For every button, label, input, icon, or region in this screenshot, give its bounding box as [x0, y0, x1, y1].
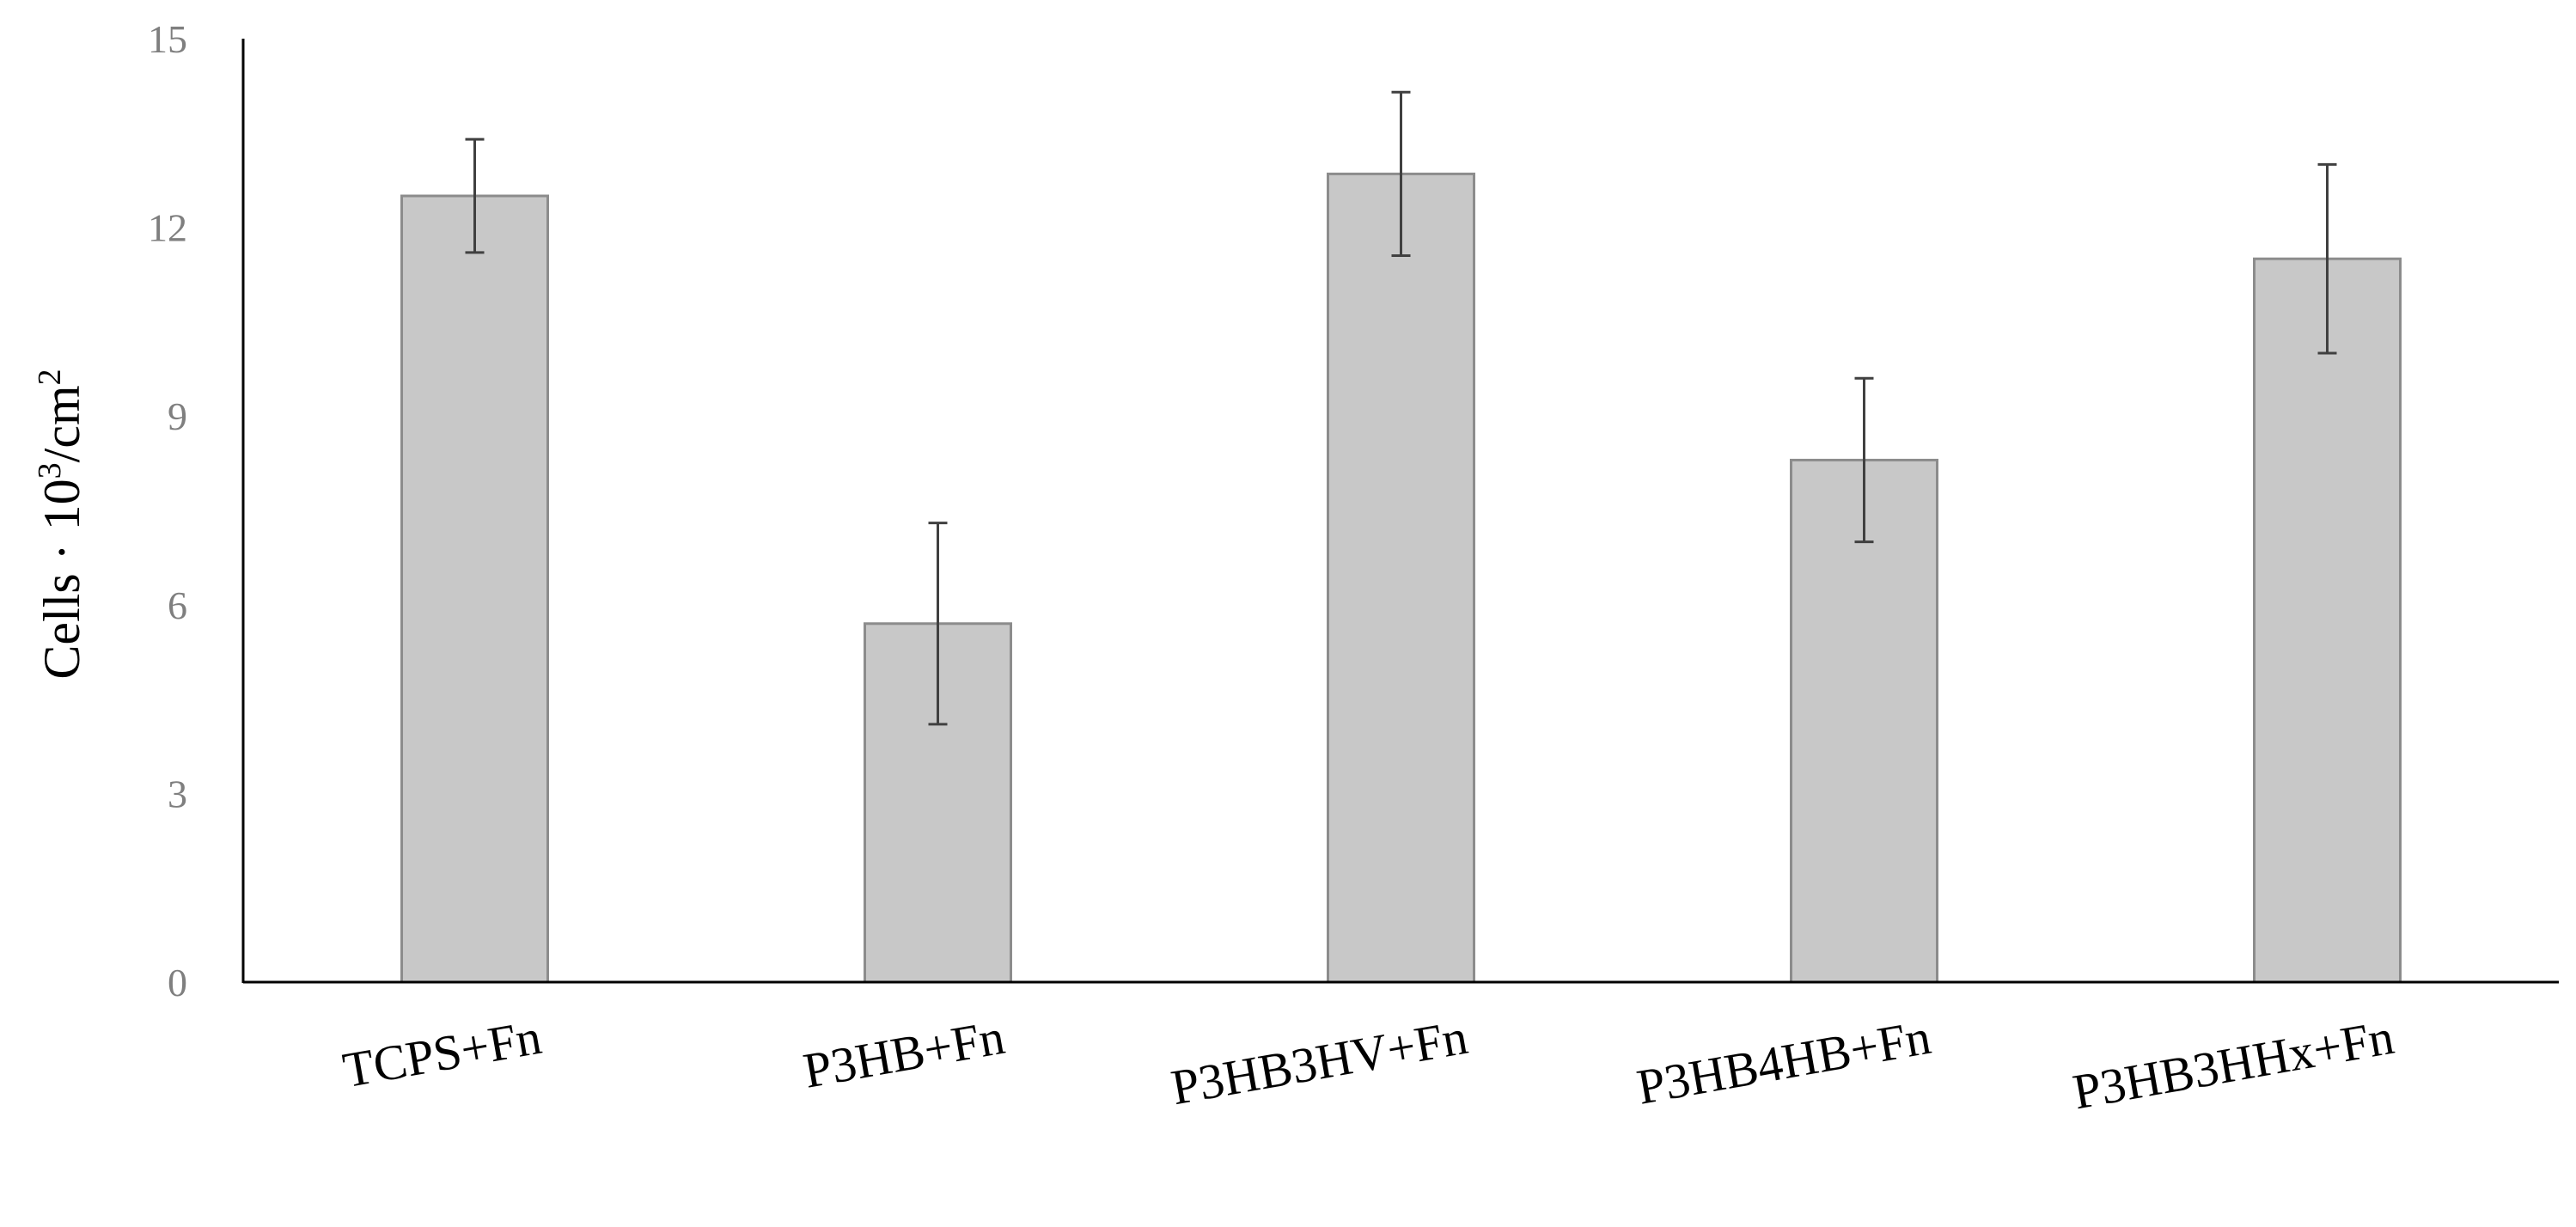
y-axis-label: Cells · 103/cm2 — [32, 369, 90, 679]
y-tick-label-4: 12 — [148, 206, 187, 250]
y-tick-label-5: 15 — [148, 17, 187, 61]
y-ticks-layer: 0 3 6 9 12 15 — [148, 17, 187, 1004]
x-tick-label-4: P3HB3HHx+Fn — [2069, 1009, 2398, 1120]
x-tick-label-1: P3HB+Fn — [799, 1009, 1009, 1099]
y-axis-label-exp1: 3 — [32, 462, 68, 479]
bar-4 — [2253, 257, 2402, 984]
error-bars-layer — [465, 90, 2337, 726]
bar-2 — [1327, 172, 1475, 984]
y-tick-label-3: 9 — [168, 394, 187, 438]
y-tick-label-1: 3 — [168, 772, 187, 815]
bar-0 — [400, 194, 549, 984]
x-tick-label-3: P3HB4HB+Fn — [1633, 1009, 1934, 1115]
y-axis-label-mid: /cm — [34, 385, 90, 462]
y-tick-label-0: 0 — [168, 961, 187, 1004]
x-categories-layer: TCPS+Fn P3HB+Fn P3HB3HV+Fn P3HB4HB+Fn P3HB3H… — [339, 1009, 2397, 1120]
y-axis-label-prefix: Cells · 10 — [34, 479, 90, 679]
bars-layer — [400, 172, 2402, 984]
x-tick-label-0: TCPS+Fn — [339, 1009, 545, 1098]
axes-layer — [241, 39, 2559, 984]
y-axis-label-exp2: 2 — [32, 369, 68, 385]
x-tick-label-2: P3HB3HV+Fn — [1167, 1009, 1472, 1116]
bar-3 — [1790, 458, 1938, 984]
y-tick-label-2: 6 — [168, 583, 187, 627]
